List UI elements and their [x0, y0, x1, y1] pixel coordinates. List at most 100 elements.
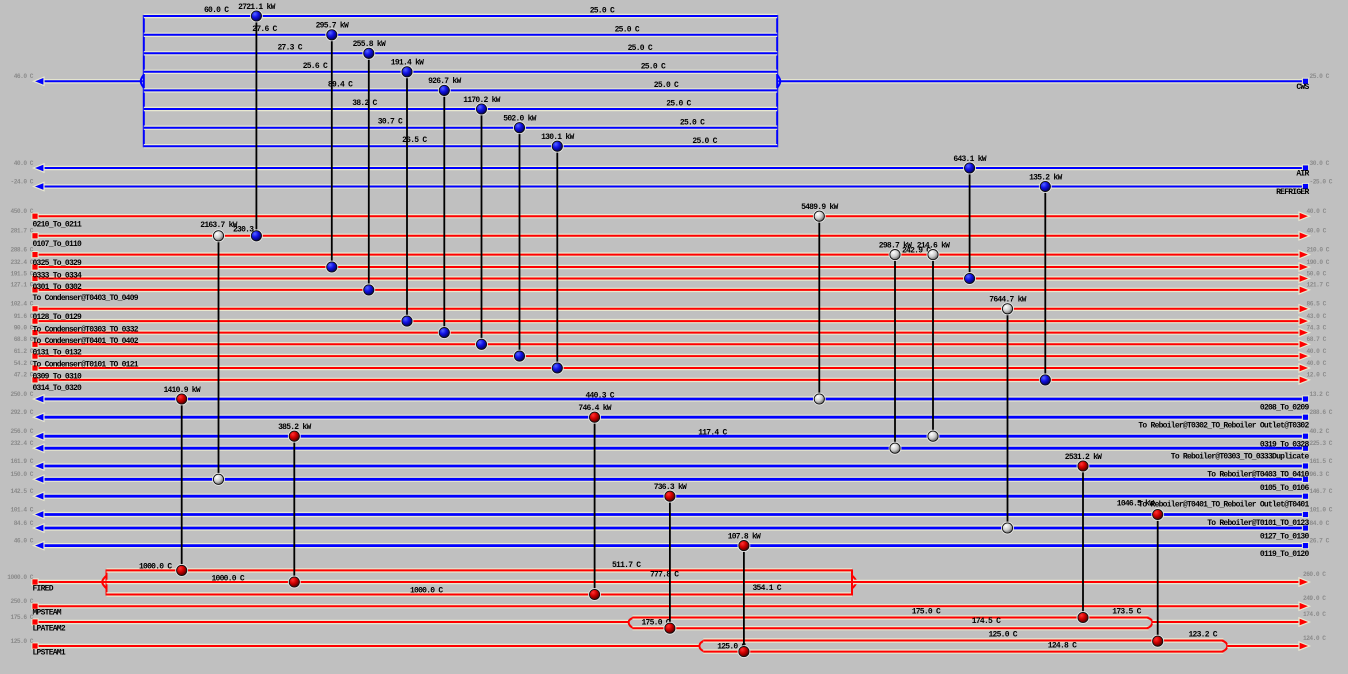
- svg-text:232.4 C: 232.4 C: [11, 440, 34, 447]
- svg-text:249.0 C: 249.0 C: [1303, 595, 1326, 602]
- svg-text:0131_To_0132: 0131_To_0132: [33, 349, 83, 358]
- svg-text:40.0 C: 40.0 C: [1307, 208, 1327, 215]
- svg-text:61.2 C: 61.2 C: [14, 348, 34, 355]
- svg-text:25.0 C: 25.0 C: [680, 118, 705, 127]
- svg-text:84.6 C: 84.6 C: [14, 520, 34, 527]
- svg-text:777.8 C: 777.8 C: [650, 570, 679, 579]
- svg-text:146.7 C: 146.7 C: [1310, 488, 1333, 495]
- svg-text:295.7 kW: 295.7 kW: [316, 22, 349, 31]
- svg-text:256.0 C: 256.0 C: [11, 428, 34, 435]
- svg-text:1410.9 kW: 1410.9 kW: [163, 386, 200, 395]
- svg-text:To Reboiler@T0303_TO_0333Dupli: To Reboiler@T0303_TO_0333Duplicate: [1171, 453, 1310, 462]
- svg-text:-24.0 C: -24.0 C: [11, 178, 34, 185]
- svg-text:125.0 C: 125.0 C: [989, 631, 1018, 640]
- svg-text:26.7 C: 26.7 C: [1310, 537, 1330, 544]
- svg-text:288.6 C: 288.6 C: [1310, 409, 1333, 416]
- svg-text:173.5 C: 173.5 C: [1112, 608, 1141, 617]
- svg-text:30.0 C: 30.0 C: [1310, 160, 1330, 167]
- svg-text:LPATEAM2: LPATEAM2: [33, 625, 66, 634]
- svg-text:125.0 C: 125.0 C: [11, 638, 34, 645]
- svg-text:135.2 kW: 135.2 kW: [1029, 173, 1062, 182]
- svg-text:736.3 kW: 736.3 kW: [654, 483, 687, 492]
- svg-text:CWS: CWS: [1296, 83, 1309, 92]
- svg-text:1170.2 kW: 1170.2 kW: [463, 96, 500, 105]
- svg-text:101.4 C: 101.4 C: [11, 506, 34, 513]
- svg-text:440.3 C: 440.3 C: [586, 392, 615, 401]
- svg-text:127.1 C: 127.1 C: [11, 282, 34, 289]
- svg-text:175.0 C: 175.0 C: [912, 608, 941, 617]
- svg-text:190.0 C: 190.0 C: [1307, 259, 1330, 266]
- svg-text:0325_To_0329: 0325_To_0329: [33, 259, 83, 268]
- svg-text:230.3: 230.3: [233, 226, 254, 235]
- svg-text:0107_To_0110: 0107_To_0110: [33, 240, 83, 249]
- svg-text:1046.5 kW: 1046.5 kW: [1117, 500, 1154, 509]
- svg-text:174.0 C: 174.0 C: [1303, 611, 1326, 618]
- svg-text:40.0 C: 40.0 C: [1307, 360, 1327, 367]
- svg-text:292.9 C: 292.9 C: [11, 409, 34, 416]
- svg-text:MPSTEAM: MPSTEAM: [33, 609, 62, 618]
- svg-text:86.5 C: 86.5 C: [1307, 301, 1327, 308]
- svg-text:40.0 C: 40.0 C: [14, 160, 34, 167]
- svg-text:25.0 C: 25.0 C: [692, 137, 717, 146]
- svg-text:161.5 C: 161.5 C: [1310, 458, 1333, 465]
- svg-text:124.8 C: 124.8 C: [1048, 642, 1077, 651]
- svg-text:123.2 C: 123.2 C: [1189, 631, 1218, 640]
- svg-text:25.0 C: 25.0 C: [615, 25, 640, 34]
- svg-text:1000.0 C: 1000.0 C: [7, 574, 33, 581]
- svg-text:281.7 C: 281.7 C: [11, 228, 34, 235]
- svg-text:68.8 C: 68.8 C: [14, 336, 34, 343]
- svg-text:74.3 C: 74.3 C: [1307, 324, 1327, 331]
- svg-text:To Condenser@T0303_TO_0332: To Condenser@T0303_TO_0332: [33, 325, 139, 334]
- svg-text:89.4 C: 89.4 C: [328, 80, 353, 89]
- svg-text:0314_To_0320: 0314_To_0320: [33, 384, 83, 393]
- svg-text:REFRIGER: REFRIGER: [1276, 188, 1309, 197]
- svg-text:174.5 C: 174.5 C: [972, 617, 1001, 626]
- svg-text:250.0 C: 250.0 C: [11, 598, 34, 605]
- svg-text:0208_To_0209: 0208_To_0209: [1260, 404, 1310, 413]
- svg-text:To Condenser@T0101_TO_0121: To Condenser@T0101_TO_0121: [33, 360, 139, 369]
- svg-text:511.7 C: 511.7 C: [612, 561, 641, 570]
- svg-text:0301_To_0302: 0301_To_0302: [33, 283, 83, 292]
- svg-text:40.0 C: 40.0 C: [1307, 228, 1327, 235]
- svg-text:25.0 C: 25.0 C: [654, 81, 679, 90]
- svg-text:101.0 C: 101.0 C: [1310, 506, 1333, 513]
- svg-text:0128_To_0129: 0128_To_0129: [33, 313, 83, 322]
- svg-text:26.5 C: 26.5 C: [402, 136, 427, 145]
- svg-text:210.0 C: 210.0 C: [1307, 246, 1330, 253]
- svg-text:25.0 C: 25.0 C: [1310, 73, 1330, 80]
- svg-text:0105_To_0106: 0105_To_0106: [1260, 484, 1310, 493]
- svg-text:150.0 C: 150.0 C: [11, 471, 34, 478]
- svg-text:50.0 C: 50.0 C: [1307, 270, 1327, 277]
- svg-text:60.0 C: 60.0 C: [204, 6, 229, 15]
- svg-text:117.4 C: 117.4 C: [698, 429, 727, 438]
- svg-text:30.7 C: 30.7 C: [378, 118, 403, 127]
- svg-text:288.6 C: 288.6 C: [11, 246, 34, 253]
- svg-text:142.5 C: 142.5 C: [11, 488, 34, 495]
- svg-text:175.6 C: 175.6 C: [11, 614, 34, 621]
- svg-text:0319_To_0328: 0319_To_0328: [1260, 441, 1310, 450]
- svg-text:FIRED: FIRED: [33, 585, 54, 594]
- svg-text:To Reboiler@T0401_TO_Reboiler: To Reboiler@T0401_TO_Reboiler Outlet@T04…: [1138, 501, 1309, 510]
- svg-text:502.0 kW: 502.0 kW: [503, 115, 536, 124]
- svg-text:27.3 C: 27.3 C: [278, 43, 303, 52]
- svg-text:225.3 C: 225.3 C: [1310, 440, 1333, 447]
- svg-text:125.0 C: 125.0 C: [717, 642, 746, 651]
- svg-text:7644.7 kW: 7644.7 kW: [989, 296, 1026, 305]
- svg-text:232.4 C: 232.4 C: [11, 259, 34, 266]
- svg-text:-25.0 C: -25.0 C: [1310, 178, 1333, 185]
- svg-text:43.0 C: 43.0 C: [1307, 313, 1327, 320]
- svg-text:130.1 kW: 130.1 kW: [541, 133, 574, 142]
- svg-text:27.6 C: 27.6 C: [252, 25, 277, 34]
- svg-text:40.2 C: 40.2 C: [1310, 428, 1330, 435]
- svg-text:298.7 kW: 298.7 kW: [879, 241, 912, 250]
- svg-text:25.0 C: 25.0 C: [641, 62, 666, 71]
- svg-text:926.7 kW: 926.7 kW: [428, 77, 461, 86]
- svg-text:102.4 C: 102.4 C: [11, 301, 34, 308]
- svg-text:To Reboiler@T0302_TO_Reboiler: To Reboiler@T0302_TO_Reboiler Outlet@T03…: [1138, 422, 1309, 431]
- svg-text:LPSTEAM1: LPSTEAM1: [33, 649, 66, 658]
- svg-text:0127_To_0130: 0127_To_0130: [1260, 533, 1310, 542]
- svg-text:12.0 C: 12.0 C: [1307, 372, 1327, 379]
- svg-text:46.0 C: 46.0 C: [14, 73, 34, 80]
- svg-text:0210_To_0211: 0210_To_0211: [33, 221, 83, 230]
- svg-text:To Condenser@T0401_TO_0402: To Condenser@T0401_TO_0402: [33, 337, 139, 346]
